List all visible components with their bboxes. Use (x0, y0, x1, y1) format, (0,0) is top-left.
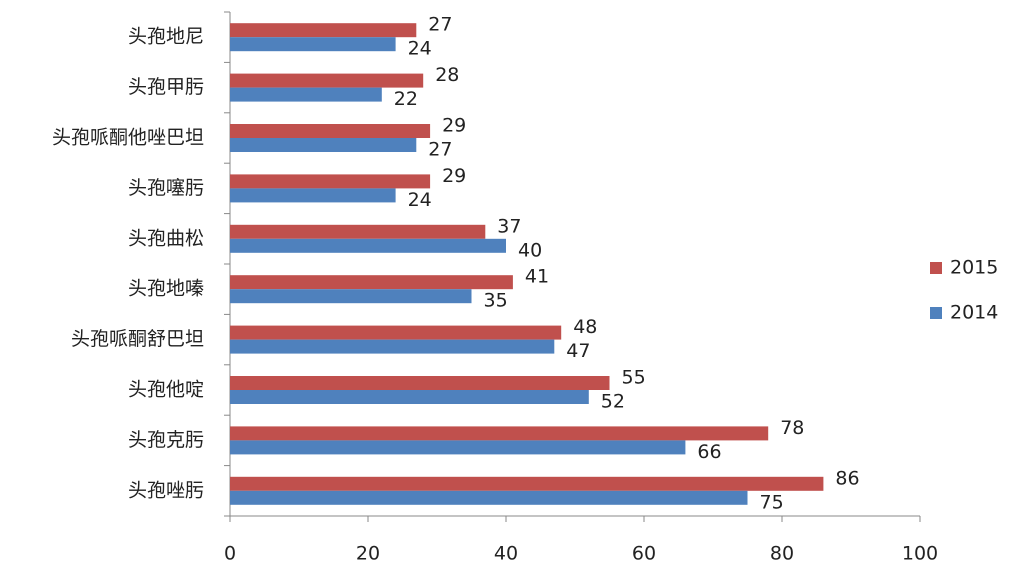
data-label: 29 (442, 115, 466, 137)
bar (230, 390, 589, 404)
y-tick-label: 头孢克肟 (128, 429, 204, 451)
bar (230, 440, 686, 455)
x-tick-label: 40 (494, 543, 518, 565)
data-label: 29 (442, 165, 466, 187)
data-label: 52 (601, 391, 625, 413)
y-tick-label: 头孢噻肟 (128, 177, 204, 199)
bar (230, 224, 486, 239)
data-label: 48 (573, 316, 597, 338)
data-label: 78 (780, 417, 804, 439)
data-label: 35 (484, 290, 508, 312)
data-label: 28 (435, 64, 459, 86)
x-tick-label: 100 (902, 543, 938, 565)
y-tick-label: 头孢甲肟 (128, 76, 204, 98)
bar (230, 174, 431, 189)
data-label: 27 (428, 139, 452, 161)
data-label: 24 (408, 38, 432, 60)
data-label: 55 (622, 367, 646, 389)
bar (230, 37, 396, 52)
data-label: 22 (394, 88, 418, 110)
data-label: 66 (697, 441, 721, 463)
data-label: 37 (497, 215, 521, 237)
data-label: 41 (525, 266, 549, 288)
y-tick-label: 头孢哌酮舒巴坦 (71, 328, 204, 350)
data-label: 47 (566, 340, 590, 362)
bar (230, 426, 769, 441)
data-label: 86 (835, 467, 859, 489)
bar (230, 188, 396, 203)
y-tick-label: 头孢地尼 (128, 26, 204, 48)
y-tick-label: 头孢哌酮他唑巴坦 (52, 127, 204, 149)
bar (230, 490, 748, 505)
data-label: 40 (518, 239, 542, 261)
data-label: 24 (408, 189, 432, 211)
y-tick-label: 头孢他啶 (128, 379, 204, 401)
bar (230, 325, 562, 340)
y-tick-label: 头孢曲松 (128, 227, 204, 249)
bar (230, 339, 555, 354)
bar (230, 476, 824, 491)
x-tick-label: 60 (632, 543, 656, 565)
y-tick-label: 头孢唑肟 (128, 479, 204, 501)
bar (230, 138, 417, 152)
bar (230, 87, 382, 102)
bar (230, 376, 610, 390)
x-tick-label: 20 (356, 543, 380, 565)
x-tick-label: 80 (770, 543, 794, 565)
legend-label: 2014 (950, 302, 998, 324)
legend-swatch (930, 307, 942, 319)
bar (230, 23, 417, 38)
data-label: 27 (428, 14, 452, 36)
bar (230, 238, 506, 253)
bar (230, 275, 513, 290)
y-tick-label: 头孢地嗪 (128, 278, 204, 300)
x-tick-label: 0 (224, 543, 236, 565)
bar (230, 289, 472, 304)
legend-swatch (930, 262, 942, 274)
data-label: 75 (760, 491, 784, 513)
bar (230, 73, 424, 88)
bar (230, 124, 431, 138)
legend-label: 2015 (950, 257, 998, 279)
